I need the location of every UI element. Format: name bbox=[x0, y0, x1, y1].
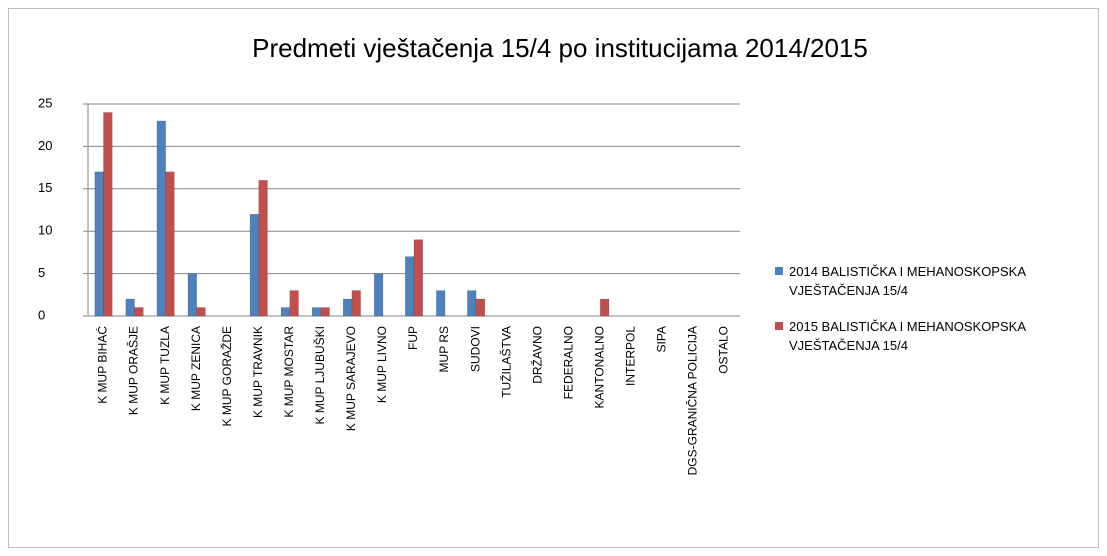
x-tick-label: K MUP SARAJEVO bbox=[344, 326, 358, 431]
legend-label: 2014 BALISTIČKA I MEHANOSKOPSKA VJEŠTAČE… bbox=[789, 264, 1026, 298]
x-tick-label: K MUP LIVNO bbox=[375, 326, 389, 403]
x-tick-label: DGS-GRANIČNA POLICIJA bbox=[685, 326, 700, 475]
bar bbox=[156, 120, 166, 317]
bar bbox=[196, 307, 206, 317]
x-tick-label: K MUP TUZLA bbox=[158, 326, 172, 405]
x-tick-label: K MUP GORAŽDE bbox=[219, 326, 234, 426]
bar bbox=[125, 298, 135, 317]
x-tick-label: DRŽAVNO bbox=[529, 326, 544, 384]
y-tick-label: 15 bbox=[38, 180, 52, 195]
bar bbox=[405, 256, 415, 317]
bar bbox=[103, 112, 113, 317]
x-tick-label: K MUP BIHAĆ bbox=[95, 326, 110, 404]
bar bbox=[280, 307, 291, 317]
x-tick-label: K MUP ORAŠJE bbox=[126, 326, 141, 415]
x-tick-label: KANTONALNO bbox=[592, 326, 606, 408]
bar bbox=[94, 171, 104, 317]
bar bbox=[289, 290, 299, 317]
x-tick-label: TUŽILAŠTVA bbox=[498, 326, 513, 398]
x-tick-label: INTERPOL bbox=[624, 326, 638, 386]
y-tick-label: 25 bbox=[38, 95, 52, 110]
y-tick-label: 10 bbox=[38, 223, 52, 238]
y-tick-label: 5 bbox=[38, 265, 45, 280]
chart-title: Predmeti vještačenja 15/4 po institucija… bbox=[252, 33, 868, 63]
bar bbox=[436, 290, 446, 317]
bar bbox=[258, 180, 268, 317]
legend-entry: 2014 BALISTIČKA I MEHANOSKOPSKA VJEŠTAČE… bbox=[775, 262, 1095, 300]
legend-entry: 2015 BALISTIČKA I MEHANOSKOPSKA VJEŠTAČE… bbox=[775, 317, 1095, 355]
bar bbox=[413, 239, 423, 317]
bar bbox=[600, 298, 610, 317]
x-tick-label: OSTALO bbox=[717, 326, 731, 374]
x-tick-label: FEDERALNO bbox=[561, 326, 575, 399]
legend-swatch bbox=[775, 267, 783, 275]
x-tick-label: K MUP TRAVNIK bbox=[251, 326, 265, 418]
legend-label: 2015 BALISTIČKA I MEHANOSKOPSKA VJEŠTAČE… bbox=[789, 319, 1026, 353]
y-tick-label: 0 bbox=[38, 307, 45, 322]
y-tick-label: 20 bbox=[38, 138, 52, 153]
bar bbox=[475, 298, 486, 317]
bar bbox=[467, 290, 477, 317]
bar bbox=[134, 307, 144, 317]
bar bbox=[165, 171, 175, 317]
bar bbox=[342, 298, 353, 317]
legend-swatch bbox=[775, 322, 783, 330]
bar bbox=[249, 213, 260, 317]
bar bbox=[311, 307, 322, 317]
x-tick-label: MUP RS bbox=[437, 326, 451, 372]
x-tick-label: K MUP LJUBUŠKI bbox=[312, 326, 327, 424]
x-tick-label: SUDOVI bbox=[468, 326, 482, 372]
bar bbox=[374, 273, 384, 317]
x-tick-label: SIPA bbox=[655, 326, 669, 352]
bar bbox=[351, 290, 361, 317]
bar bbox=[320, 307, 330, 317]
bar bbox=[187, 273, 197, 317]
x-tick-label: K MUP ZENICA bbox=[189, 326, 203, 411]
x-tick-label: K MUP MOSTAR bbox=[282, 326, 296, 418]
x-tick-label: FUP bbox=[406, 326, 420, 350]
